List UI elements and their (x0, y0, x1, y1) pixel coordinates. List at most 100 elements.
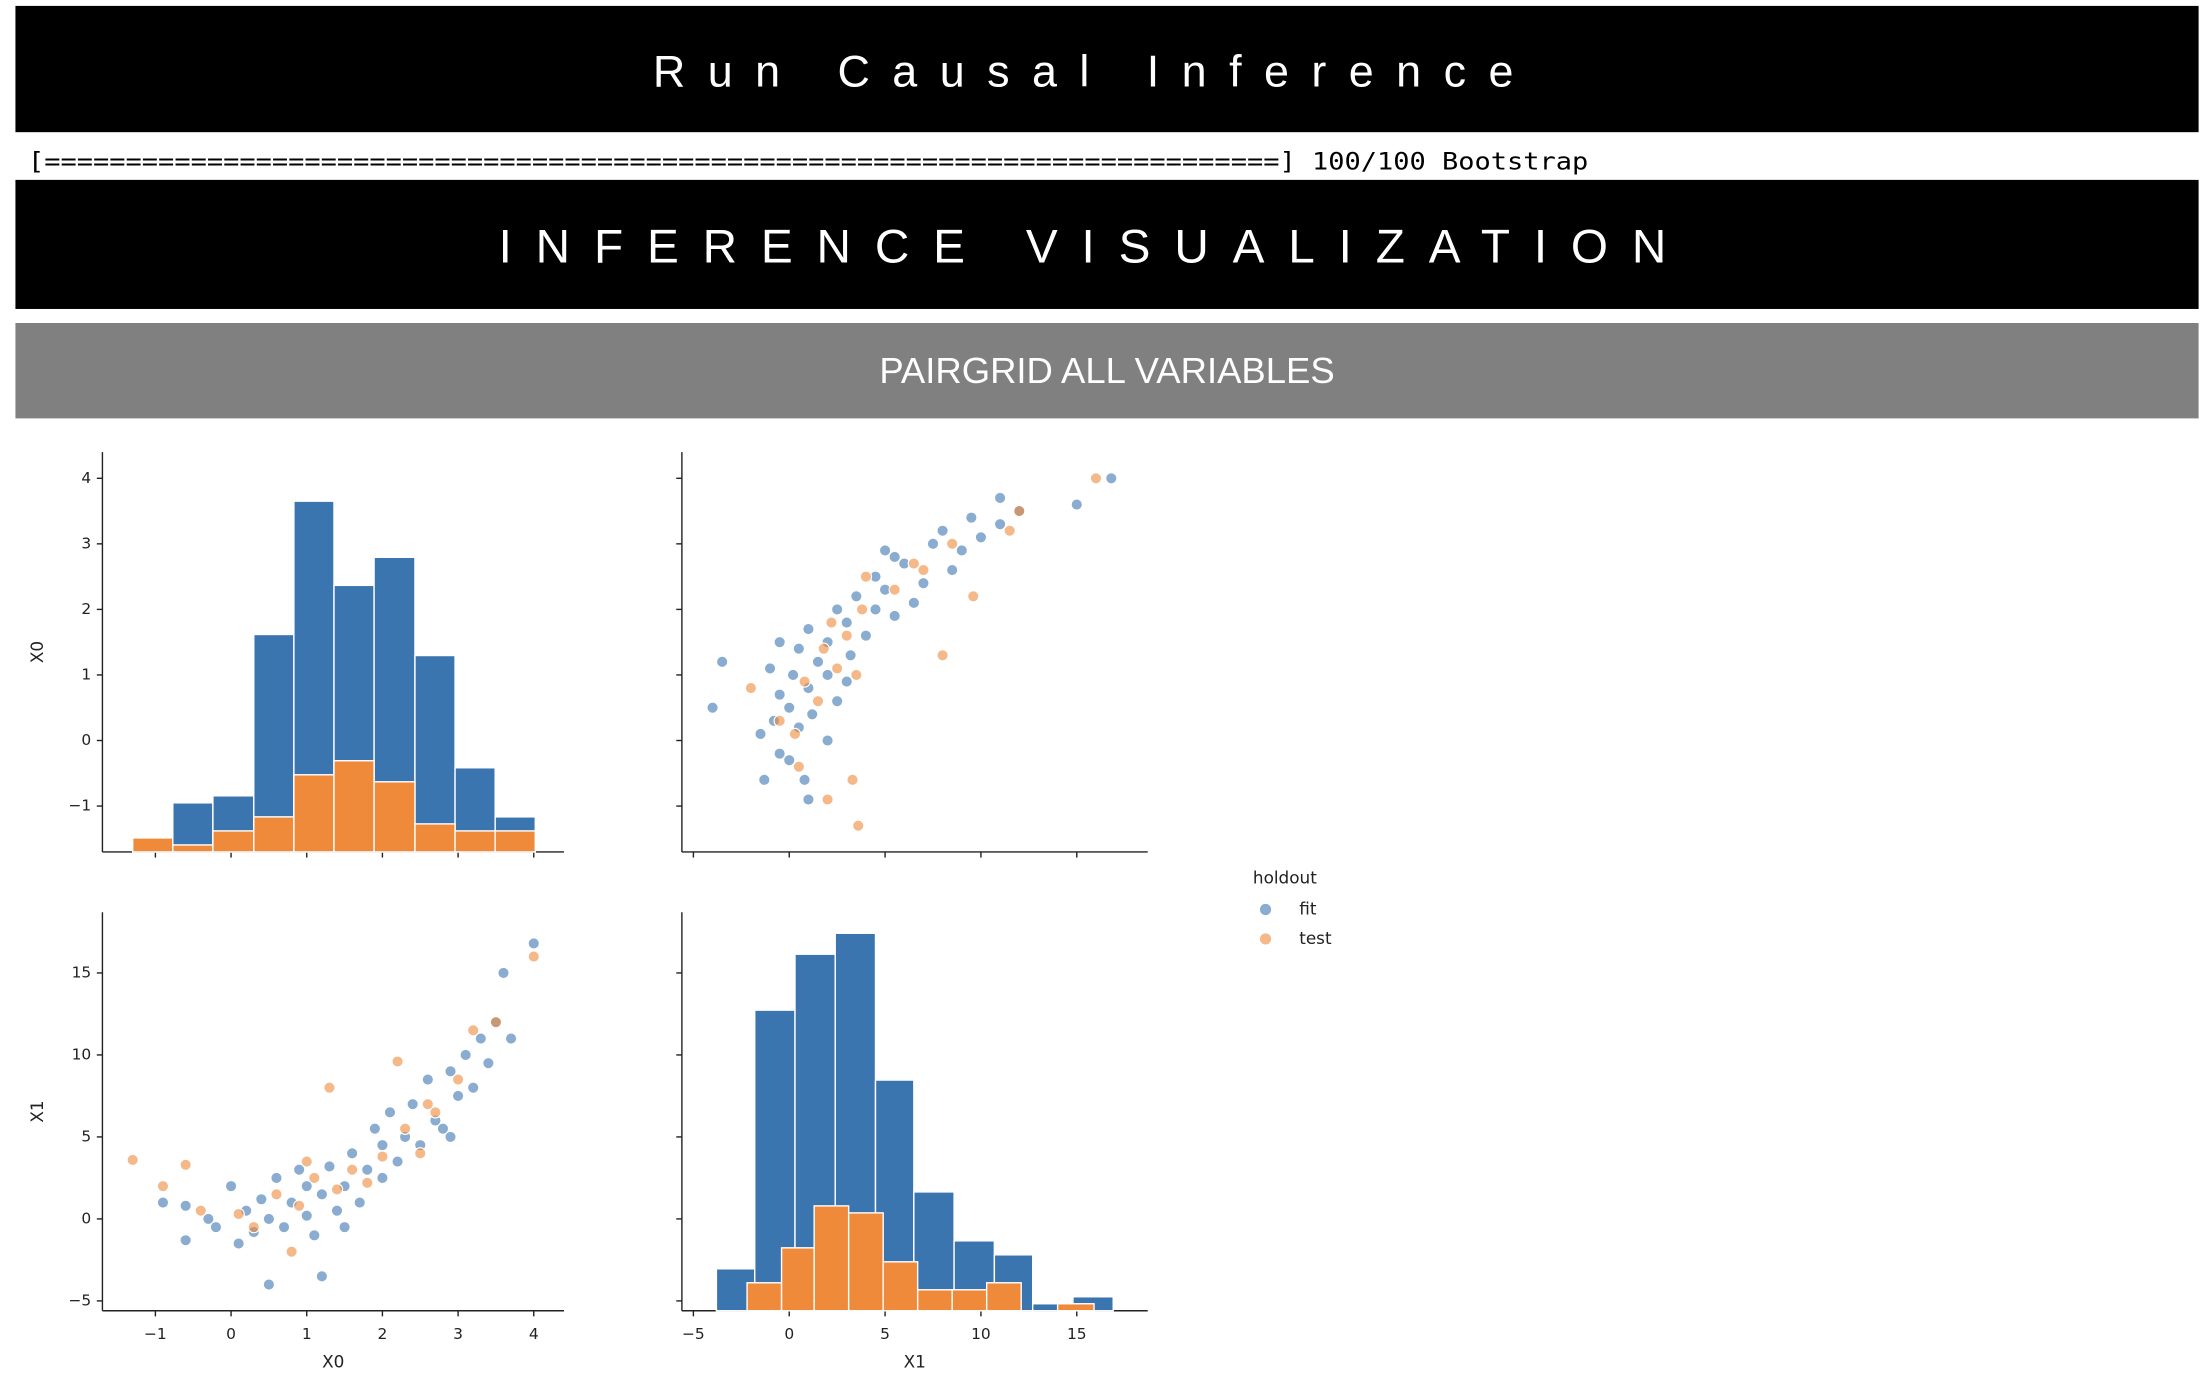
y-tick-label: 0 (81, 1209, 91, 1227)
scatter-point (293, 1163, 306, 1176)
subsection-banner (15, 322, 2199, 419)
scatter-point (926, 537, 940, 551)
legend-label: test (1299, 928, 1332, 948)
histogram-bar (847, 1212, 884, 1312)
scatter-point (315, 1270, 329, 1283)
scatter-point (270, 1171, 283, 1185)
scatter-point (855, 603, 869, 616)
scatter-point (156, 1196, 170, 1209)
scatter-point (156, 1179, 170, 1193)
histogram-bar (293, 774, 335, 853)
scatter-point (497, 966, 510, 980)
scatter-point (840, 675, 853, 688)
scatter-point (467, 1024, 480, 1037)
x-axis-label: X0 (322, 1352, 344, 1372)
y-axis-label: X1 (27, 1100, 47, 1122)
scatter-point (361, 1176, 374, 1190)
histogram-bar (746, 1282, 783, 1312)
scatter-point (398, 1122, 412, 1135)
scatter-point (763, 662, 777, 675)
scatter-point (806, 708, 819, 721)
scatter-point (878, 544, 892, 557)
y-tick-label: 10 (72, 1045, 92, 1063)
scatter-point (811, 655, 825, 669)
page-title: Run Causal Inference (653, 46, 1536, 97)
scatter-point (527, 950, 540, 963)
histogram-bar (373, 781, 416, 853)
scatter-point (262, 1278, 276, 1291)
progress-bar: [=======================================… (28, 148, 1588, 176)
scatter-point (247, 1220, 260, 1234)
x-tick-label: 0 (226, 1325, 236, 1343)
legend-label: fit (1299, 898, 1317, 918)
scatter-point (788, 727, 802, 741)
scatter-point (773, 688, 786, 701)
scatter-point (1105, 472, 1118, 485)
scatter-point (482, 1056, 495, 1070)
scatter-point (888, 550, 901, 564)
scatter-point (451, 1073, 465, 1086)
x-tick-label: 1 (302, 1325, 312, 1343)
scatter-point (821, 668, 834, 682)
scatter-point (888, 609, 901, 623)
scatter-point (965, 511, 978, 524)
scatter-point (993, 491, 1007, 505)
legend-title: holdout (1253, 868, 1317, 888)
scatter-point (467, 1081, 480, 1094)
scatter-point (376, 1150, 389, 1163)
x-tick-label: −1 (144, 1325, 167, 1343)
y-tick-label: 5 (81, 1127, 91, 1145)
scatter-point (758, 773, 771, 787)
scatter-point (391, 1055, 404, 1068)
scatter-point (194, 1204, 207, 1217)
scatter-point (1070, 498, 1083, 511)
scatter-point (436, 1122, 450, 1135)
x-tick-label: 4 (529, 1325, 539, 1343)
scatter-point (209, 1220, 223, 1234)
scatter-point (262, 1212, 276, 1226)
histogram-bar (414, 654, 456, 853)
scatter-point (1003, 524, 1016, 537)
scatter-point (527, 937, 540, 950)
scatter-point (421, 1073, 434, 1086)
scatter-point (830, 662, 844, 675)
scatter-point (840, 629, 853, 642)
scatter-point (308, 1229, 321, 1242)
scatter-point (323, 1081, 336, 1094)
scatter-point (308, 1171, 321, 1185)
scatter-point (391, 1155, 404, 1168)
scatter-point (802, 622, 815, 636)
scatter-point (474, 1032, 487, 1045)
y-tick-label: 2 (81, 600, 91, 618)
scatter-point (345, 1147, 359, 1160)
y-tick-label: −5 (68, 1291, 91, 1309)
scatter-point (955, 544, 968, 557)
y-tick-label: 15 (72, 963, 92, 981)
y-tick-label: 4 (81, 469, 91, 487)
scatter-point (786, 668, 800, 682)
scatter-point (936, 649, 949, 662)
scatter-point (773, 636, 786, 649)
scatter-point (850, 668, 863, 682)
legend-marker (1259, 903, 1272, 916)
y-tick-label: 1 (81, 665, 91, 683)
scatter-point (993, 518, 1007, 531)
scatter-point (232, 1237, 245, 1250)
title-banner (15, 5, 2199, 133)
scatter-point (840, 616, 853, 629)
scatter-point (859, 629, 873, 642)
scatter-point (300, 1179, 313, 1193)
x-tick-label: 5 (880, 1325, 890, 1343)
scatter-point (429, 1106, 442, 1119)
scatter-point (414, 1147, 427, 1160)
scatter-point (974, 531, 988, 544)
scatter-point (277, 1220, 291, 1234)
scatter-point (270, 1188, 283, 1201)
scatter-point (255, 1193, 268, 1206)
scatter-point (338, 1220, 351, 1234)
scatter-point (825, 616, 838, 629)
y-axis-label: X0 (27, 641, 47, 663)
scatter-point (844, 649, 857, 662)
section-banner (15, 179, 2199, 309)
y-tick-label: 3 (81, 534, 91, 552)
